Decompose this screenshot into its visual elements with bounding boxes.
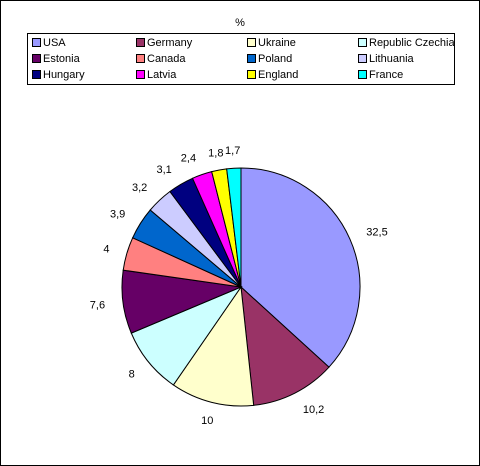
chart-title: % <box>235 17 245 29</box>
legend-label: Canada <box>147 53 186 65</box>
pie-data-label: 3,1 <box>157 164 172 176</box>
legend-label: Estonia <box>43 53 80 65</box>
legend-item: Lithuania <box>358 52 414 66</box>
legend-swatch <box>358 53 367 63</box>
pie-data-label: 10,2 <box>303 404 324 416</box>
legend-label: Lithuania <box>369 53 414 65</box>
pie-slice <box>240 285 330 406</box>
legend-label: Germany <box>147 37 193 49</box>
legend-item: Latvia <box>136 68 176 82</box>
pie-data-label: 1,7 <box>225 145 240 157</box>
legend-item: Germany <box>136 36 192 50</box>
chart-legend: USA Germany Ukraine Republic Czechia Estonia… <box>27 33 455 85</box>
pie-slice <box>226 167 242 288</box>
pie-data-label: 3,9 <box>110 209 125 221</box>
pie-data-label: 3,2 <box>132 182 147 194</box>
pie-data-label: 2,4 <box>181 153 196 165</box>
legend-swatch <box>136 69 145 79</box>
legend-label: Latvia <box>147 69 177 81</box>
legend-item: USA <box>32 36 66 50</box>
legend-swatch <box>247 69 256 79</box>
legend-swatch <box>32 53 41 63</box>
legend-label: England <box>258 69 299 81</box>
legend-swatch <box>136 53 145 63</box>
legend-item: Hungary <box>32 68 85 82</box>
legend-label: Poland <box>258 53 293 65</box>
legend-item: Canada <box>136 52 186 66</box>
legend-swatch <box>32 37 41 47</box>
legend-item: Republic Czechia <box>358 36 455 50</box>
legend-item: Poland <box>247 52 292 66</box>
pie-data-label: 10 <box>201 415 213 427</box>
legend-label: Ukraine <box>258 37 296 49</box>
pie-data-label: 7,6 <box>90 300 105 312</box>
pie-data-label: 32,5 <box>366 227 387 239</box>
legend-item: Ukraine <box>247 36 296 50</box>
pie-data-label: 8 <box>129 368 135 380</box>
pie-slice <box>240 167 361 368</box>
pie-slice <box>172 285 255 407</box>
legend-label: USA <box>43 37 66 49</box>
legend-swatch <box>358 37 367 47</box>
legend-label: Republic Czechia <box>369 37 455 49</box>
legend-swatch <box>247 37 256 47</box>
legend-label: France <box>369 69 404 81</box>
legend-item: France <box>358 68 403 82</box>
legend-swatch <box>32 69 41 79</box>
pie-data-label: 1,8 <box>208 147 223 159</box>
legend-swatch <box>358 69 367 79</box>
legend-swatch <box>136 37 145 47</box>
pie-data-label: 4 <box>103 244 109 256</box>
legend-item: England <box>247 68 298 82</box>
legend-swatch <box>247 53 256 63</box>
legend-label: Hungary <box>43 69 85 81</box>
legend-item: Estonia <box>32 52 80 66</box>
